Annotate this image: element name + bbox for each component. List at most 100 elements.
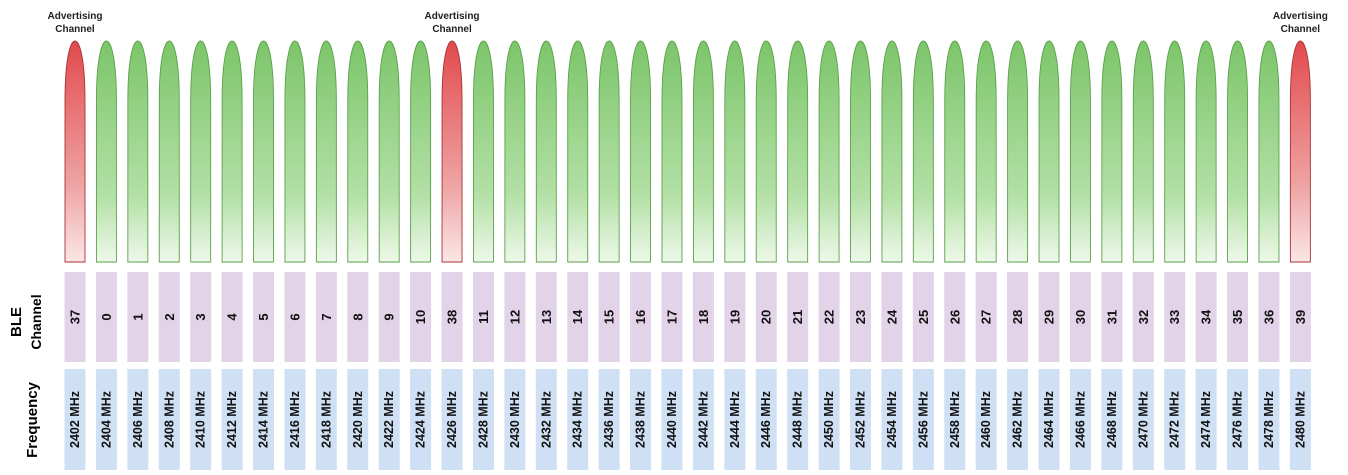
channel-number: 21 <box>790 310 805 324</box>
frequency-cell <box>567 369 589 470</box>
data-channel-bell <box>598 40 620 263</box>
frequency-cell <box>850 369 871 470</box>
data-channel-bell <box>284 40 306 263</box>
advertising-label-line2: Channel <box>1281 24 1321 35</box>
channel-number: 20 <box>759 310 774 324</box>
frequency-cell <box>944 369 966 470</box>
channel-cell <box>315 272 337 362</box>
frequency-cell <box>1069 369 1091 470</box>
channel-number: 32 <box>1136 310 1151 324</box>
channel-cell <box>190 272 212 362</box>
channel-number: 3 <box>193 313 208 320</box>
frequency-cell <box>912 369 934 470</box>
frequency-cell <box>158 369 180 470</box>
frequency-value: 2478 MHz <box>1262 391 1276 448</box>
channel-number: 19 <box>727 310 742 324</box>
data-channel-bell <box>127 40 149 263</box>
channel-number: 33 <box>1167 310 1182 324</box>
frequency-value: 2426 MHz <box>445 391 459 448</box>
channel-cell <box>1289 272 1311 362</box>
data-channel-bell <box>1132 40 1154 263</box>
channel-number: 30 <box>1073 310 1088 324</box>
data-channel-bell <box>473 40 494 263</box>
channel-number: 17 <box>664 310 679 324</box>
channel-number: 23 <box>853 310 868 324</box>
frequency-value: 2416 MHz <box>288 391 302 448</box>
channel-cell <box>535 272 557 362</box>
data-channel-bell <box>850 40 871 263</box>
frequency-cell <box>881 369 903 470</box>
frequency-value: 2428 MHz <box>476 391 490 448</box>
frequency-value: 2458 MHz <box>948 391 962 448</box>
frequency-value: 2446 MHz <box>759 391 773 448</box>
channel-number: 24 <box>884 309 899 324</box>
data-channel-bell <box>1258 40 1280 263</box>
channel-number: 13 <box>539 310 554 324</box>
frequency-cell <box>253 369 275 470</box>
frequency-cell <box>1195 369 1217 470</box>
data-channel-bell <box>881 40 903 263</box>
data-channel-bell <box>975 40 997 263</box>
data-channel-bell <box>190 40 212 263</box>
frequency-row: 2402 MHz 2404 MHz 2406 MHz 2408 MHz 2410 MHz… <box>64 369 1311 470</box>
advertising-labels: Advertising Channel Advertising Channel Adve… <box>47 11 1327 35</box>
frequency-cell <box>724 369 746 470</box>
frequency-row-title: Frequency <box>24 381 41 458</box>
channel-cell <box>1069 272 1091 362</box>
frequency-value: 2456 MHz <box>916 391 930 448</box>
channel-cell <box>1101 272 1123 362</box>
channel-number: 37 <box>68 310 83 324</box>
channel-number: 0 <box>99 313 114 320</box>
channel-cell <box>944 272 966 362</box>
frequency-cell <box>1258 369 1280 470</box>
frequency-value: 2448 MHz <box>791 391 805 448</box>
channel-number: 8 <box>350 313 365 320</box>
data-channel-bell <box>755 40 777 263</box>
channel-cell <box>567 272 589 362</box>
channel-number: 27 <box>979 310 994 324</box>
frequency-value: 2436 MHz <box>602 391 616 448</box>
frequency-cell <box>1101 369 1123 470</box>
channel-cell <box>975 272 997 362</box>
channel-cell <box>158 272 180 362</box>
channel-cell <box>1007 272 1029 362</box>
data-channel-bell <box>1101 40 1123 263</box>
frequency-cell <box>441 369 463 470</box>
channel-number: 28 <box>1010 310 1025 324</box>
frequency-cell <box>661 369 683 470</box>
frequency-cell <box>410 369 432 470</box>
data-channel-bell <box>535 40 557 263</box>
data-channel-bell <box>1227 40 1248 263</box>
channel-number: 14 <box>570 309 585 324</box>
data-channel-bell <box>944 40 966 263</box>
channel-number: 31 <box>1104 310 1119 324</box>
frequency-value: 2412 MHz <box>225 391 239 448</box>
frequency-value: 2402 MHz <box>68 391 82 448</box>
channel-cell <box>221 272 243 362</box>
frequency-value: 2472 MHz <box>1168 391 1182 448</box>
channel-spectrum <box>64 40 1311 263</box>
data-channel-bell <box>818 40 840 263</box>
channel-number: 11 <box>476 310 491 324</box>
advertising-label-line1: Advertising <box>1273 11 1328 22</box>
advertising-channel-bell <box>1289 40 1311 263</box>
frequency-value: 2422 MHz <box>382 391 396 448</box>
data-channel-bell <box>912 40 934 263</box>
channel-cell <box>692 272 714 362</box>
advertising-label-line1: Advertising <box>47 11 102 22</box>
frequency-value: 2404 MHz <box>99 391 113 448</box>
channel-cell <box>347 272 369 362</box>
channel-number: 7 <box>319 313 334 320</box>
data-channel-bell <box>158 40 180 263</box>
channel-cell <box>284 272 306 362</box>
channel-cell <box>787 272 809 362</box>
frequency-cell <box>1038 369 1060 470</box>
channel-number: 18 <box>696 310 711 324</box>
channel-number: 9 <box>382 313 397 320</box>
channel-number: 16 <box>633 310 648 324</box>
frequency-value: 2460 MHz <box>979 391 993 448</box>
channel-cell <box>64 272 86 362</box>
frequency-cell <box>190 369 212 470</box>
channel-cell <box>881 272 903 362</box>
advertising-channel-bell <box>64 40 86 263</box>
